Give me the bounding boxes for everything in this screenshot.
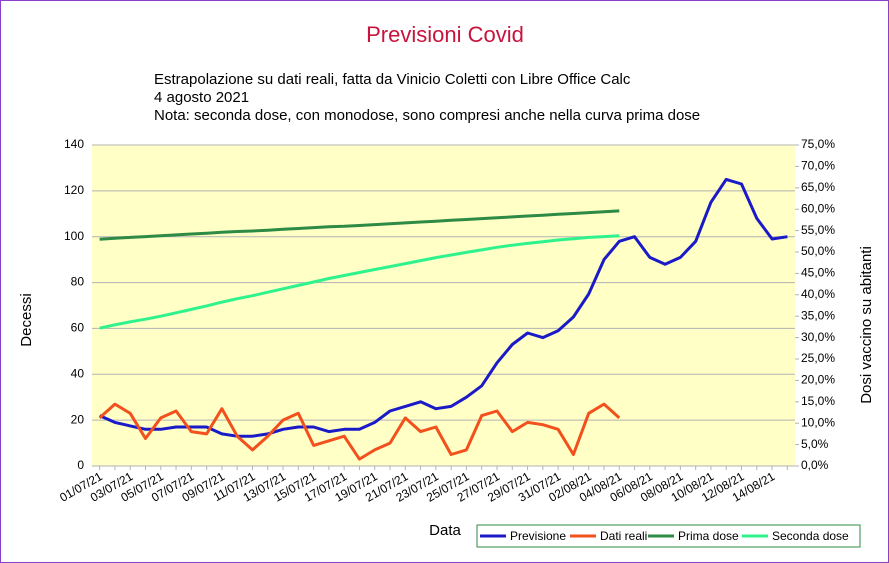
subtitle: 4 agosto 2021 xyxy=(154,89,249,106)
y2-tick-label: 45,0% xyxy=(801,266,835,280)
y2-tick-label: 75,0% xyxy=(801,137,835,151)
y-tick-label: 0 xyxy=(77,458,84,472)
y2-tick-label: 0,0% xyxy=(801,458,829,472)
y2-tick-label: 15,0% xyxy=(801,394,835,408)
y2-tick-label: 30,0% xyxy=(801,330,835,344)
y-axis-label: Decessi xyxy=(18,293,35,346)
y2-tick-label: 70,0% xyxy=(801,159,835,173)
y2-axis-label: Dosi vaccino su abitanti xyxy=(858,246,875,404)
y-tick-label: 60 xyxy=(71,321,85,335)
series-line xyxy=(98,402,621,461)
y2-tick-label: 60,0% xyxy=(801,201,835,215)
y-tick-label: 80 xyxy=(71,275,85,289)
y2-tick-label: 25,0% xyxy=(801,351,835,365)
y2-tick-label: 5,0% xyxy=(801,437,829,451)
y-tick-label: 140 xyxy=(64,137,84,151)
legend-label: Prima dose xyxy=(678,529,739,543)
series-line xyxy=(99,209,620,241)
chart-title: Previsioni Covid xyxy=(366,22,524,47)
y2-tick-label: 55,0% xyxy=(801,223,835,237)
y-tick-label: 120 xyxy=(64,183,84,197)
y2-tick-label: 10,0% xyxy=(801,415,835,429)
legend-label: Dati reali xyxy=(600,529,647,543)
series-line xyxy=(99,234,620,330)
subtitle: Nota: seconda dose, con monodose, sono c… xyxy=(154,107,700,124)
subtitle: Estrapolazione su dati reali, fatta da V… xyxy=(154,71,631,88)
plot-area xyxy=(92,145,795,466)
x-axis-label: Data xyxy=(429,522,461,539)
series-line xyxy=(98,177,788,438)
y-tick-label: 40 xyxy=(71,366,85,380)
y2-tick-label: 40,0% xyxy=(801,287,835,301)
y-tick-label: 100 xyxy=(64,229,84,243)
y2-tick-label: 35,0% xyxy=(801,308,835,322)
y-tick-label: 20 xyxy=(71,412,85,426)
legend-label: Previsione xyxy=(510,529,566,543)
y2-tick-label: 65,0% xyxy=(801,180,835,194)
legend-label: Seconda dose xyxy=(772,529,849,543)
y2-tick-label: 20,0% xyxy=(801,373,835,387)
y2-tick-label: 50,0% xyxy=(801,244,835,258)
